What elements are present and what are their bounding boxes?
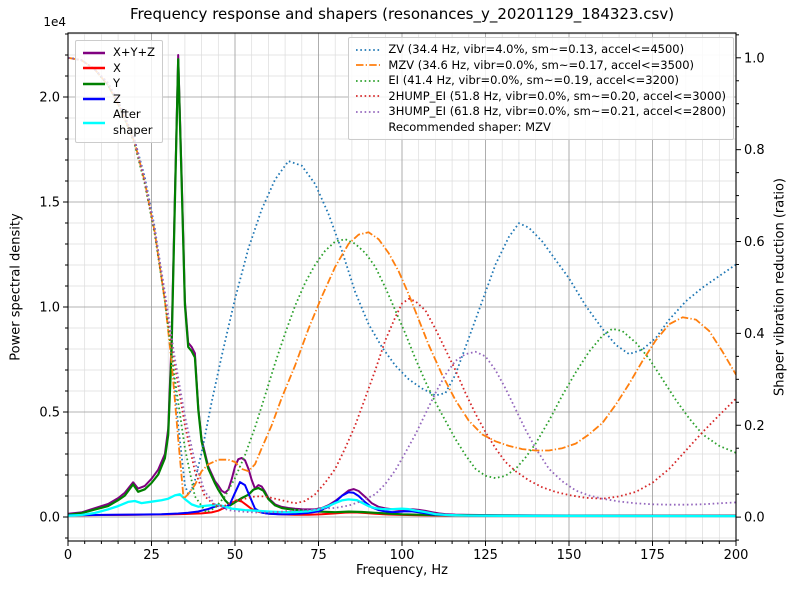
psd-curve-after-shaper [68, 493, 736, 518]
legend-line-sample [83, 67, 105, 70]
left-y-tick-label: 2.0 [39, 91, 60, 106]
legend-item-2hump-ei: 2HUMP_EI (51.8 Hz, vibr=0.0%, sm~=0.20, … [355, 89, 726, 105]
legend-item-3hump-ei: 3HUMP_EI (61.8 Hz, vibr=0.0%, sm~=0.21, … [355, 104, 726, 120]
legend-item-label: Z [113, 91, 121, 106]
y-axis-offset-label: 1e4 [43, 15, 66, 29]
legend-item-x: X [82, 61, 155, 77]
legend-item-label: Y [113, 76, 121, 91]
x-axis-label: Frequency, Hz [355, 563, 449, 578]
legend-item-z: Z [82, 92, 155, 108]
right-y-tick-label: 0.2 [744, 419, 765, 434]
legend-item-label: ZV (34.4 Hz, vibr=4.0%, sm~=0.13, accel<… [388, 42, 685, 56]
legend-item-ei: EI (41.4 Hz, vibr=0.0%, sm~=0.19, accel<… [355, 73, 726, 89]
legend-shapers: ZV (34.4 Hz, vibr=4.0%, sm~=0.13, accel<… [348, 37, 734, 141]
legend-item-label: 3HUMP_EI (61.8 Hz, vibr=0.0%, sm~=0.21, … [388, 104, 726, 119]
x-tick-label: 175 [640, 548, 665, 563]
legend-item-label: MZV (34.6 Hz, vibr=0.0%, sm~=0.17, accel… [388, 57, 695, 72]
x-tick-label: 150 [557, 548, 582, 563]
legend-line-sample [83, 121, 105, 124]
legend-psd: X+Y+Z X Y Z After shaper [75, 40, 164, 144]
right-y-tick-label: 0.4 [744, 327, 765, 342]
legend-line-sample [83, 51, 105, 54]
legend-item-label: 2HUMP_EI (51.8 Hz, vibr=0.0%, sm~=0.20, … [388, 88, 726, 103]
x-tick-label: 50 [227, 548, 244, 563]
shaper-curve-3hump-ei [68, 56, 736, 514]
legend-line-sample [356, 64, 381, 67]
legend-item-mzv: MZV (34.6 Hz, vibr=0.0%, sm~=0.17, accel… [355, 58, 726, 74]
legend-item-x-y-z: X+Y+Z [82, 45, 155, 61]
right-y-tick-label: 0.8 [744, 143, 765, 158]
shaper-curve-mzv [68, 56, 736, 500]
x-tick-label: 100 [390, 548, 415, 563]
legend-recommended-shaper: Recommended shaper: MZV [388, 119, 551, 134]
axis-ticks [63, 33, 741, 546]
legend-item-label: After shaper [113, 107, 153, 137]
right-y-tick-label: 1.0 [744, 51, 765, 66]
right-y-axis-label: Shaper vibration reduction (ratio) [772, 178, 788, 396]
x-tick-label: 25 [143, 548, 160, 563]
shaper-curve-zv [68, 56, 736, 496]
curves [68, 54, 736, 518]
x-tick-label: 75 [310, 548, 327, 563]
left-y-axis-label: Power spectral density [8, 213, 24, 361]
left-y-tick-label: 0.0 [39, 510, 60, 525]
left-y-tick-label: 1.0 [39, 301, 60, 316]
legend-item-label: X [113, 60, 121, 75]
tick-labels: 0 25 50 75 100 125 150 175 200 0.0 0.5 1.0 1.5 2.0 0.0… [39, 51, 764, 563]
x-tick-label: 125 [473, 548, 498, 563]
left-y-tick-label: 0.5 [39, 405, 60, 420]
shaper-curve-2hump-ei [68, 56, 736, 507]
psd-curve-z [68, 481, 736, 517]
left-y-tick-label: 1.5 [39, 196, 60, 211]
legend-line-sample [356, 79, 381, 82]
legend-line-sample [83, 98, 105, 101]
legend-item-y: Y [82, 76, 155, 92]
legend-item-zv: ZV (34.4 Hz, vibr=4.0%, sm~=0.13, accel<… [355, 42, 726, 58]
legend-line-sample [356, 95, 381, 98]
legend-line-sample [356, 110, 381, 113]
legend-item-label: EI (41.4 Hz, vibr=0.0%, sm~=0.19, accel<… [388, 73, 680, 88]
right-y-tick-label: 0.0 [744, 511, 765, 526]
legend-line-sample [356, 48, 381, 51]
legend-line-sample [83, 82, 105, 86]
legend-item-after-shaper: After shaper [82, 107, 155, 138]
x-tick-label: 0 [64, 548, 72, 563]
psd-curve-y [68, 58, 736, 517]
legend-item-label: X+Y+Z [113, 45, 156, 59]
x-tick-label: 200 [724, 548, 749, 563]
chart-title: Frequency response and shapers (resonanc… [129, 5, 675, 23]
right-y-tick-label: 0.6 [744, 235, 765, 250]
